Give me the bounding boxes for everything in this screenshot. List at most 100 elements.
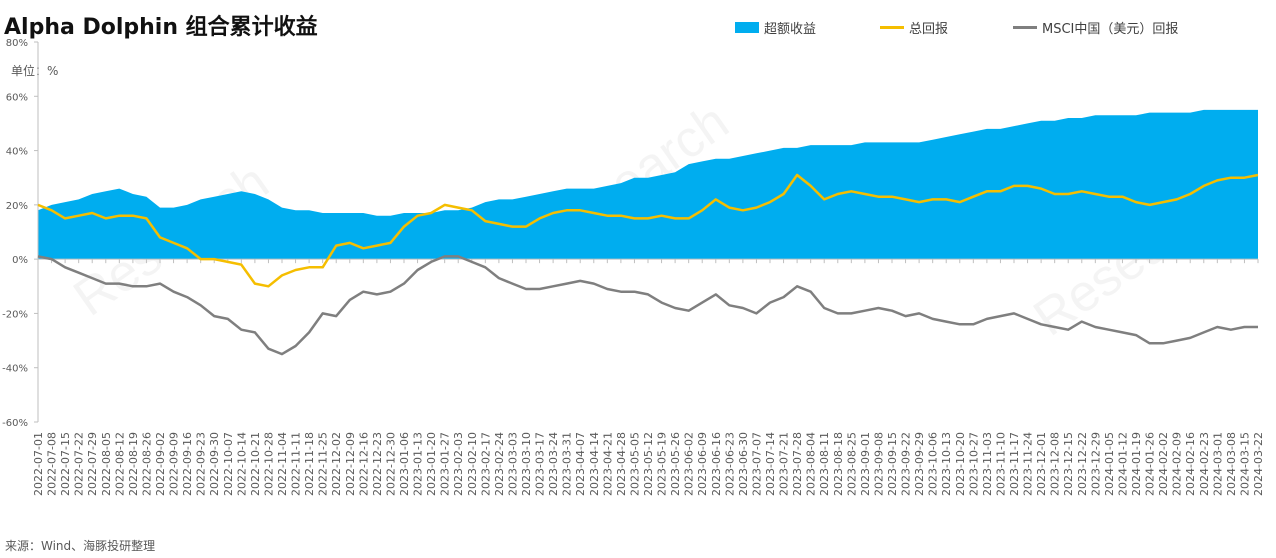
x-tick-label: 2023-05-05 — [628, 432, 641, 496]
x-tick-label: 2023-12-15 — [1062, 432, 1075, 496]
x-tick-label: 2023-10-13 — [940, 432, 953, 496]
legend-msci-swatch — [1013, 26, 1037, 29]
x-tick-label: 2023-01-06 — [398, 432, 411, 496]
x-tick-label: 2024-02-23 — [1198, 432, 1211, 496]
x-tick-label: 2023-06-30 — [737, 432, 750, 496]
y-tick-label: -60% — [2, 418, 28, 429]
legend-total: 总回报 — [880, 18, 948, 37]
y-tick-label: 40% — [6, 147, 28, 158]
x-tick-label: 2023-12-01 — [1035, 432, 1048, 496]
x-tick-label: 2023-09-29 — [913, 432, 926, 496]
x-tick-label: 2023-05-12 — [642, 432, 655, 496]
x-tick-label: 2023-03-17 — [534, 432, 547, 496]
x-tick-label: 2023-03-10 — [520, 432, 533, 496]
x-tick-label: 2023-08-04 — [805, 432, 818, 496]
x-tick-label: 2023-04-14 — [588, 432, 601, 496]
x-tick-label: 2022-09-16 — [181, 432, 194, 496]
y-tick-label: -40% — [2, 364, 28, 375]
legend-msci-label: MSCI中国（美元）回报 — [1042, 22, 1179, 37]
x-tick-label: 2023-03-03 — [506, 432, 519, 496]
x-tick-label: 2022-07-15 — [59, 432, 72, 496]
x-tick-label: 2022-07-22 — [73, 432, 86, 496]
chart-title: Alpha Dolphin 组合累计收益 — [4, 15, 318, 40]
x-tick-label: 2022-07-29 — [86, 432, 99, 496]
x-tick-label: 2022-11-18 — [303, 432, 316, 496]
x-tick-label: 2023-03-31 — [561, 432, 574, 496]
y-tick-label: -20% — [2, 309, 28, 320]
x-tick-label: 2023-09-15 — [886, 432, 899, 496]
x-tick-label: 2023-12-22 — [1076, 432, 1089, 496]
x-tick-label: 2022-10-21 — [249, 432, 262, 496]
x-tick-label: 2023-04-07 — [574, 432, 587, 496]
x-tick-label: 2022-09-23 — [195, 432, 208, 496]
x-tick-label: 2023-04-21 — [601, 432, 614, 496]
series-msci-line — [37, 255, 1258, 356]
x-tick-label: 2023-08-11 — [818, 432, 831, 496]
x-tick-label: 2022-12-16 — [357, 432, 370, 496]
x-tick-label: 2023-01-13 — [412, 432, 425, 496]
x-tick-label: 2024-01-26 — [1144, 432, 1157, 496]
x-tick-label: 2024-03-01 — [1211, 432, 1224, 496]
x-tick-label: 2024-02-09 — [1171, 432, 1184, 496]
x-tick-label: 2024-01-12 — [1116, 432, 1129, 496]
x-tick-label: 2023-05-26 — [669, 432, 682, 496]
x-tick-label: 2023-12-08 — [1049, 432, 1062, 496]
x-tick-label: 2022-08-05 — [100, 432, 113, 496]
x-tick-label: 2022-12-02 — [330, 432, 343, 496]
x-tick-label: 2023-11-03 — [981, 432, 994, 496]
x-tick-label: 2023-09-22 — [900, 432, 913, 496]
x-tick-label: 2023-06-02 — [683, 432, 696, 496]
x-tick-label: 2023-10-06 — [927, 432, 940, 496]
x-tick-label: 2023-06-23 — [723, 432, 736, 496]
x-tick-label: 2022-08-26 — [140, 432, 153, 496]
legend-excess-label: 超额收益 — [764, 22, 817, 37]
x-tick-label: 2022-11-04 — [276, 432, 289, 496]
x-tick-label: 2023-10-27 — [967, 432, 980, 496]
x-tick-label: 2023-11-10 — [994, 432, 1007, 496]
y-tick-label: 20% — [6, 201, 28, 212]
x-tick-label: 2023-06-09 — [696, 432, 709, 496]
legend-total-swatch — [880, 26, 904, 29]
legend-total-label: 总回报 — [909, 22, 949, 37]
x-tick-label: 2023-09-08 — [872, 432, 885, 496]
x-tick-label: 2022-07-08 — [46, 432, 59, 496]
legend-msci: MSCI中国（美元）回报 — [1013, 18, 1178, 37]
plot-group: 80%60%40%20%0%-20%-40%-60%2022-07-01 2022… — [2, 38, 1265, 496]
legend-excess-swatch — [735, 22, 759, 33]
x-tick-label: 2023-07-14 — [764, 432, 777, 496]
x-tick-label: 2023-07-07 — [750, 432, 763, 496]
x-tick-label: 2023-07-28 — [791, 432, 804, 496]
series-total-line — [37, 173, 1259, 288]
x-tick-label: 2023-05-19 — [656, 432, 669, 496]
series-excess-area — [38, 109, 1258, 260]
x-tick-label: 2023-03-24 — [547, 432, 560, 496]
x-tick-label: 2023-11-17 — [1008, 432, 1021, 496]
x-tick-label: 2024-03-15 — [1238, 432, 1251, 496]
x-tick-label: 2023-10-20 — [954, 432, 967, 496]
x-tick-label: 2022-11-11 — [290, 432, 303, 496]
source-note: 来源：Wind、海豚投研整理 — [5, 539, 156, 553]
x-tick-label: 2022-09-02 — [154, 432, 167, 496]
x-tick-label: 2024-03-08 — [1225, 432, 1238, 496]
x-tick-label: 2022-09-09 — [168, 432, 181, 496]
x-tick-label: 2022-08-12 — [113, 432, 126, 496]
legend-excess: 超额收益 — [735, 18, 816, 37]
x-tick-label: 2023-04-28 — [615, 432, 628, 496]
x-tick-label: 2023-11-24 — [1022, 432, 1035, 496]
x-tick-label: 2024-01-19 — [1130, 432, 1143, 496]
x-tick-label: 2022-10-28 — [262, 432, 275, 496]
x-tick-label: 2023-01-27 — [439, 432, 452, 496]
x-tick-label: 2023-12-29 — [1089, 432, 1102, 496]
y-tick-label: 60% — [6, 92, 28, 103]
y-tick-label: 80% — [6, 38, 28, 49]
x-tick-label: 2023-02-24 — [493, 432, 506, 496]
x-tick-label: 2023-09-01 — [859, 432, 872, 496]
x-tick-label: 2023-02-10 — [466, 432, 479, 496]
x-tick-label: 2024-03-22 — [1252, 432, 1265, 496]
x-tick-label: 2023-07-21 — [778, 432, 791, 496]
x-tick-label: 2023-08-25 — [845, 432, 858, 496]
x-tick-label: 2023-06-16 — [710, 432, 723, 496]
x-tick-label: 2022-08-19 — [127, 432, 140, 496]
unit-label: 单位：% — [11, 64, 59, 78]
